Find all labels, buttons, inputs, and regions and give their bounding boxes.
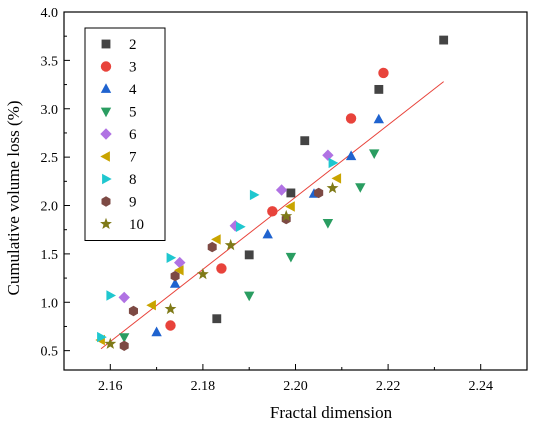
legend-marker-10 [100,217,112,229]
data-point-series-10 [326,181,339,194]
data-point-series-10 [197,268,209,280]
legend-label-10: 10 [129,217,144,233]
data-point-series-3 [267,206,278,217]
data-point-series-5 [244,291,255,302]
data-point-series-4 [262,228,273,239]
data-point-series-5 [119,333,130,343]
data-point-series-5 [285,252,297,263]
data-point-series-4 [345,150,357,161]
data-point-series-7 [146,300,156,311]
x-tick-label: 2.22 [376,379,401,394]
data-point-series-2 [300,136,310,146]
y-axis-label: Cumulative volume loss (%) [4,100,23,295]
legend-marker-3 [100,61,112,72]
y-tick-label: 3.0 [41,103,59,118]
legend-label-6: 6 [129,127,137,143]
x-tick-label: 2.24 [468,379,493,394]
legend-label-9: 9 [129,195,137,211]
data-point-series-7 [331,173,342,184]
data-point-series-3 [165,320,176,331]
data-point-series-2 [439,35,449,45]
legend-marker-5 [100,107,112,118]
data-point-series-10 [104,337,117,349]
data-point-series-9 [314,187,324,199]
legend-label-5: 5 [129,105,137,121]
legend-marker-4 [100,83,112,93]
legend-box [84,27,166,241]
data-point-series-10 [164,302,177,315]
legend-marker-2 [101,39,111,49]
data-point-series-10 [280,209,293,222]
data-point-series-7 [285,201,295,212]
data-point-series-6 [275,184,288,196]
data-point-series-4 [151,326,162,337]
data-point-series-8 [97,331,107,343]
x-tick-label: 2.20 [283,379,308,394]
legend-label-4: 4 [129,82,137,98]
data-point-series-5 [322,219,334,229]
data-point-series-8 [166,252,177,263]
data-point-series-6 [118,291,130,304]
data-point-series-2 [286,188,296,198]
data-point-series-8 [328,157,339,169]
y-tick-label: 0.5 [41,345,59,360]
data-point-series-9 [207,241,217,253]
legend-label-2: 2 [129,37,137,53]
data-point-series-8 [106,290,116,301]
data-point-series-3 [378,67,389,79]
data-point-series-4 [169,278,181,288]
data-point-series-3 [345,113,357,124]
x-axis-label: Fractal dimension [270,403,393,422]
data-point-series-9 [128,305,138,317]
legend-label-7: 7 [129,150,137,166]
data-point-series-3 [216,263,227,274]
legend: 2 3 4 5 6 7 8 9 10 [84,27,166,241]
data-point-series-7 [174,265,184,276]
data-point-series-2 [374,84,384,94]
data-point-series-10 [224,238,237,251]
data-point-series-8 [249,189,260,201]
x-tick-label: 2.18 [191,379,216,394]
y-tick-label: 1.5 [41,248,59,263]
axes: 2.16 2.18 2.20 2.22 2.24 0.5 1.0 1.5 2.0 2.5 3.0 3.… [41,6,528,394]
x-tick-label: 2.16 [98,379,123,394]
y-tick-label: 1.0 [41,296,59,311]
legend-marker-9 [101,196,111,207]
data-point-series-9 [119,340,129,351]
legend-label-8: 8 [129,172,137,188]
y-tick-label: 4.0 [41,6,59,21]
data-point-series-5 [369,149,380,159]
data-points [95,35,449,351]
data-point-series-2 [244,250,254,260]
y-tick-label: 3.5 [41,54,59,69]
y-tick-label: 2.5 [41,151,59,166]
data-point-series-5 [355,183,366,193]
data-point-series-6 [322,149,334,161]
legend-marker-7 [100,151,110,162]
legend-label-3: 3 [129,60,137,76]
legend-marker-8 [102,173,112,185]
data-point-series-8 [236,221,246,232]
data-point-series-7 [211,234,221,245]
data-point-series-4 [373,113,384,124]
data-point-series-6 [174,256,186,269]
y-tick-label: 2.0 [41,200,59,215]
data-point-series-2 [212,314,222,324]
data-point-series-9 [170,270,180,282]
legend-marker-6 [100,128,112,140]
